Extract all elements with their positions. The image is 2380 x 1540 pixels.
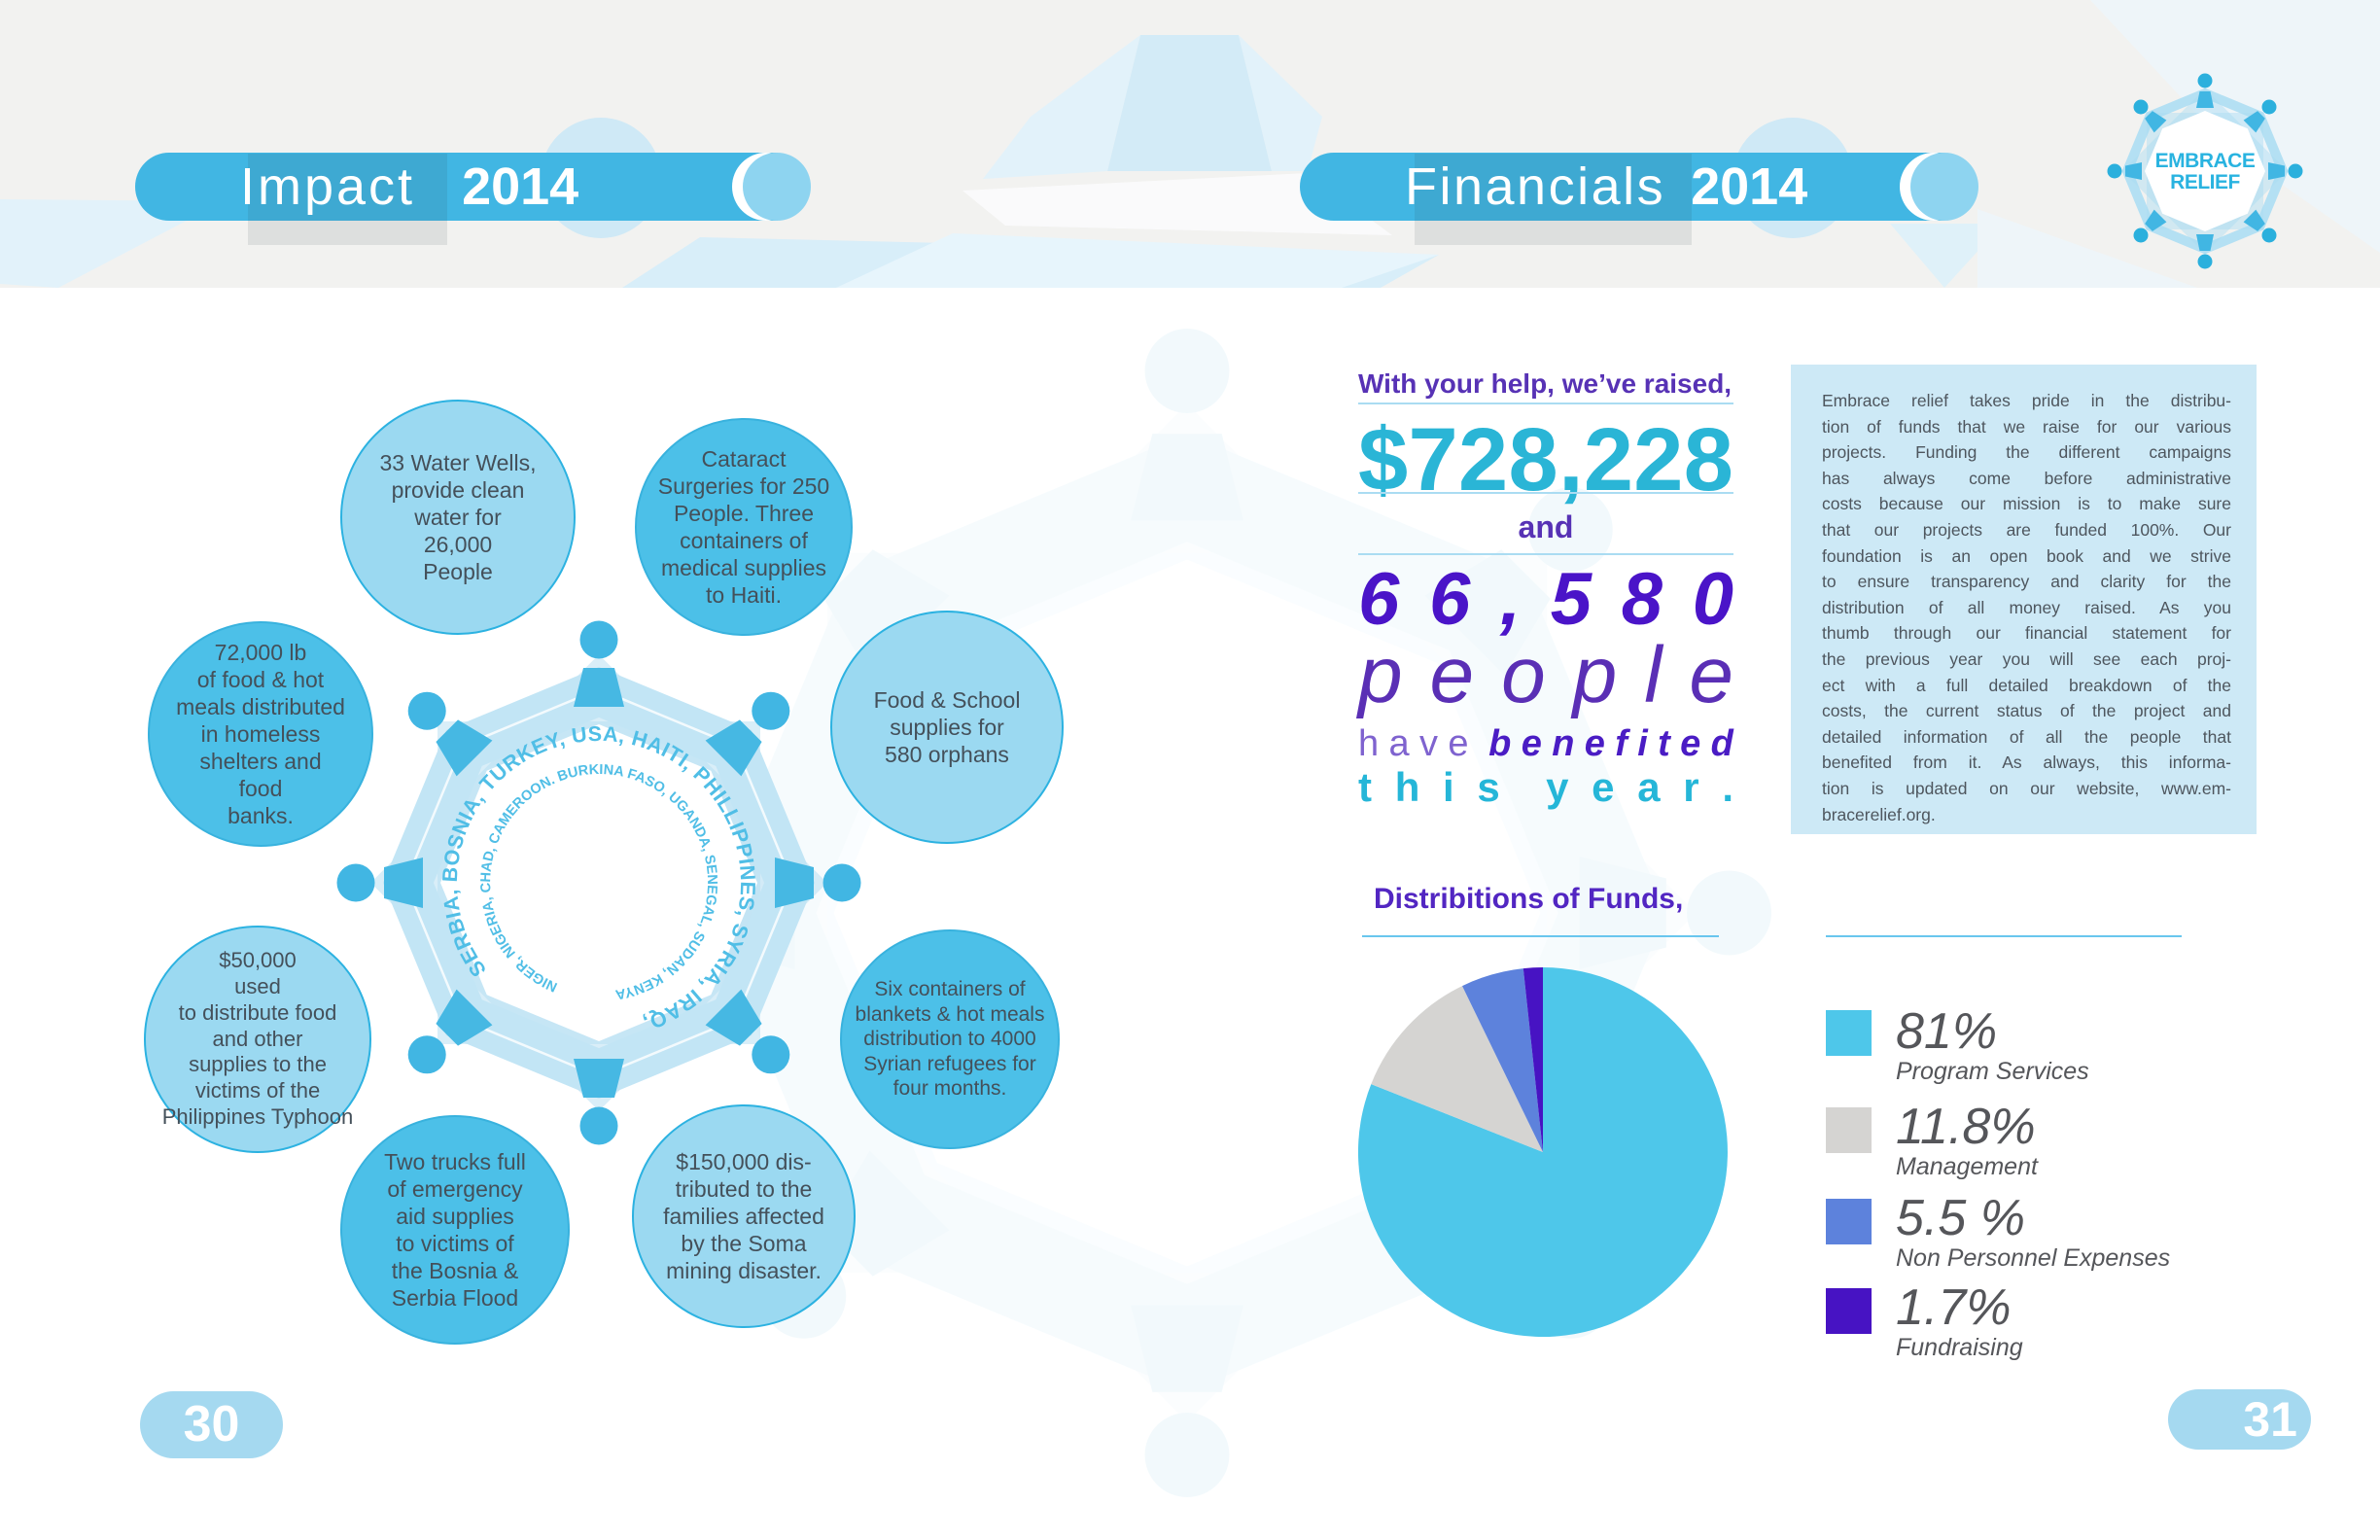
svg-text:EMBRACE: EMBRACE: [2155, 150, 2256, 172]
svg-text:RELIEF: RELIEF: [2170, 171, 2240, 193]
